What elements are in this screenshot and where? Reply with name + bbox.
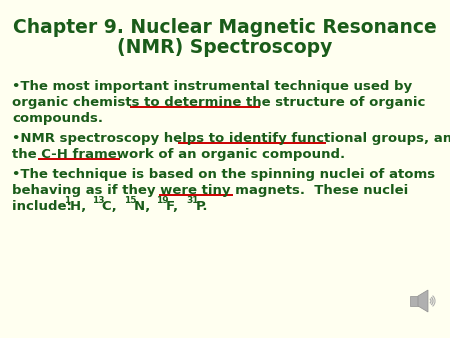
Text: P.: P. — [196, 200, 208, 213]
Text: (NMR) Spectroscopy: (NMR) Spectroscopy — [117, 38, 333, 57]
Polygon shape — [418, 290, 428, 312]
Text: N,: N, — [134, 200, 155, 213]
Text: compounds.: compounds. — [12, 112, 103, 125]
Text: 19: 19 — [156, 196, 169, 205]
Text: 31: 31 — [186, 196, 198, 205]
Text: H,: H, — [70, 200, 91, 213]
Text: Chapter 9. Nuclear Magnetic Resonance: Chapter 9. Nuclear Magnetic Resonance — [13, 18, 437, 37]
Text: •The most important instrumental technique used by: •The most important instrumental techniq… — [12, 80, 412, 93]
Text: behaving as if they were tiny magnets.  These nuclei: behaving as if they were tiny magnets. T… — [12, 184, 408, 197]
Text: F,: F, — [166, 200, 183, 213]
Text: organic chemists to determine the structure of organic: organic chemists to determine the struct… — [12, 96, 425, 109]
FancyBboxPatch shape — [410, 296, 418, 306]
Text: C,: C, — [102, 200, 122, 213]
Text: •NMR spectroscopy helps to identify functional groups, and: •NMR spectroscopy helps to identify func… — [12, 132, 450, 145]
Text: the C-H framework of an organic compound.: the C-H framework of an organic compound… — [12, 148, 345, 161]
Text: 15: 15 — [124, 196, 136, 205]
Text: include:: include: — [12, 200, 77, 213]
Text: •The technique is based on the spinning nuclei of atoms: •The technique is based on the spinning … — [12, 168, 435, 181]
Text: 1: 1 — [64, 196, 70, 205]
Text: 13: 13 — [92, 196, 104, 205]
